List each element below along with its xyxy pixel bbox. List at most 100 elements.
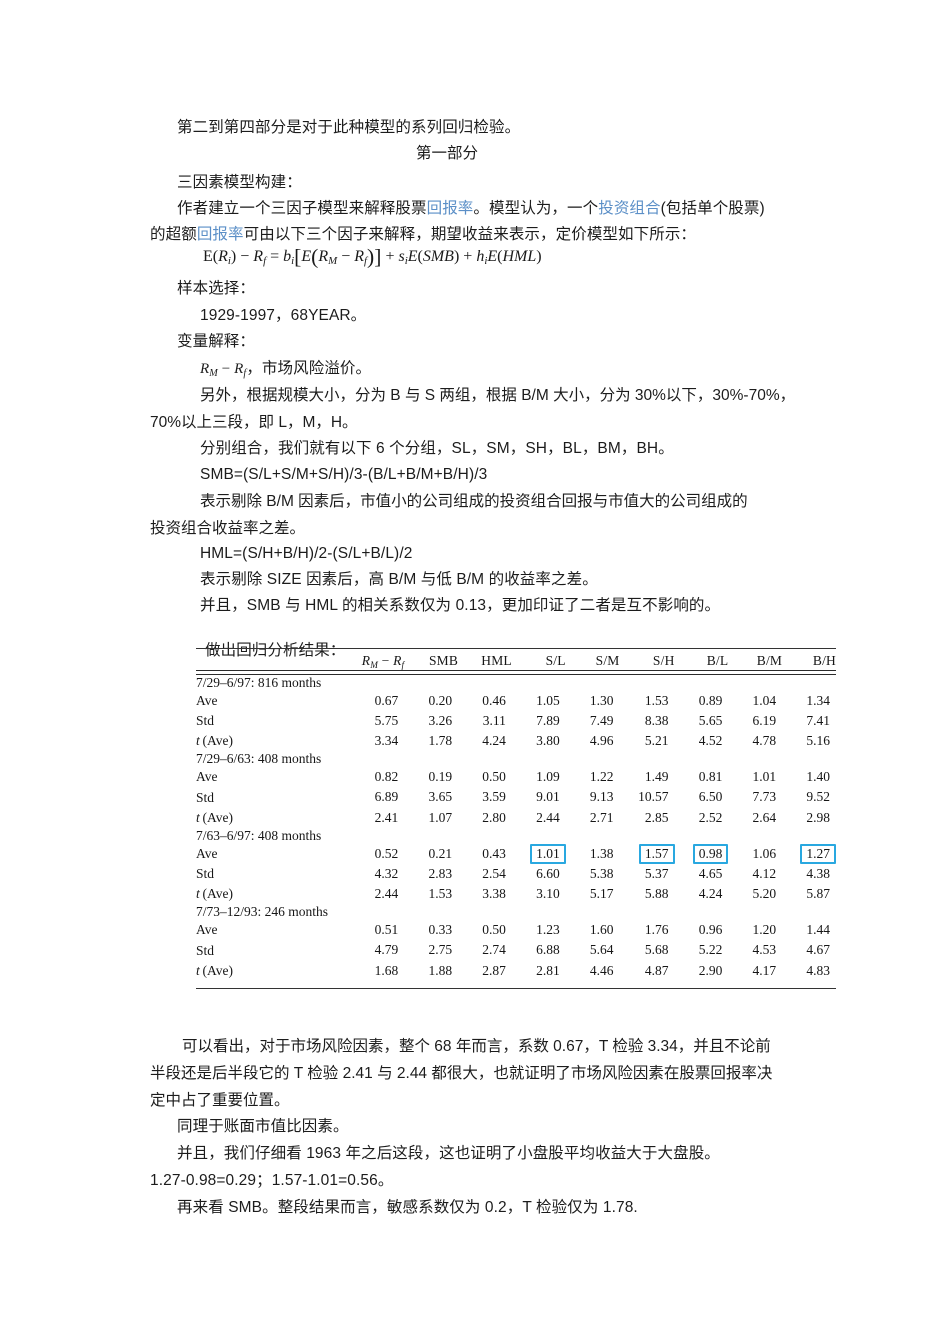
row-label: Ave [196,769,218,785]
cell-value: 4.12 [752,865,777,881]
row-label: Ave [196,922,218,938]
cell-value: 6.19 [752,712,777,728]
row-label: Ave [196,845,218,861]
cell-value: 2.54 [482,865,506,881]
smb-formula: SMB=(S/L+S/M+S/H)/3-(B/L+B/M+B/H)/3 [200,466,488,483]
table-cell-sm: 1.22 [566,767,620,787]
cell-value: 2.75 [428,942,453,958]
link-return-rate-1[interactable]: 回报率 [426,200,474,217]
table-group-header: 7/63–6/97: 408 months [196,828,836,844]
link-return-rate-2[interactable]: 回报率 [196,226,244,243]
cell-value: 5.87 [806,886,830,902]
paragraph-model-line1: 作者建立一个三因子模型来解释股票回报率。模型认为，一个投资组合(包括单个股票) [177,196,877,222]
cell-value: 2.44 [374,886,399,902]
conclusion-paragraph-5: 再来看 SMB。整段结果而言，敏感系数仅为 0.2，T 检验仅为 1.78. [177,1199,638,1216]
cell-value: 0.67 [374,692,399,708]
table-cell-bh: 1.44 [782,920,836,940]
table-cell-sl: 1.05 [512,691,566,711]
table-cell-rmrf: 2.41 [349,808,404,828]
cell-value: 0.50 [482,769,506,785]
cell-value: 7.89 [536,712,560,728]
model-text-c: (包括单个股票) [660,200,765,217]
table-cell-rmrf: 0.82 [349,767,404,787]
table-cell-smb: 1.07 [404,808,458,828]
table-cell-sm: 5.38 [566,864,620,884]
cell-value: 7.41 [806,712,830,728]
period-label: 7/29–6/63: 408 months [196,751,322,767]
cell-value: 3.65 [428,789,453,805]
cell-value: 3.26 [428,712,453,728]
table-header-blank [196,653,349,670]
table-cell-hml: 0.50 [458,767,512,787]
table-cell-rmrf: 1.68 [349,961,404,981]
table-cell-smb: 2.83 [404,864,458,884]
table-group-header: 7/73–12/93: 246 months [196,904,836,920]
cell-value: 4.67 [806,942,830,958]
cell-value: 5.22 [698,942,723,958]
cell-value: 9.13 [589,789,614,805]
table-header-row: RM − Rf SMB HML S/L S/M S/H B/L B/M B/H [196,653,836,670]
table-cell-rmrf: 0.51 [349,920,404,940]
table-cell-hml: 0.43 [458,844,512,864]
correlation-note: 并且，SMB 与 HML 的相关系数仅为 0.13，更加印证了二者是互不影响的。 [200,597,721,614]
cell-value: 0.46 [482,692,506,708]
cell-value: 2.83 [428,865,453,881]
cell-value: 2.71 [589,809,614,825]
table-header-rmrf: RM − Rf [361,653,405,670]
cell-value: 4.52 [698,733,723,749]
table-cell-bl: 6.50 [675,787,729,807]
cell-value: 1.68 [374,962,399,978]
table-cell-sm: 7.49 [566,711,620,731]
link-portfolio[interactable]: 投资组合 [598,200,661,217]
cell-value: 0.82 [374,769,399,785]
cell-value: 0.89 [698,692,723,708]
table-cell-sh: 8.38 [620,711,675,731]
table-cell-hml: 3.11 [458,711,512,731]
table-cell-sm: 1.30 [566,691,620,711]
table-cell-sm: 1.60 [566,920,620,940]
cell-value: 1.05 [536,692,560,708]
table-cell-sl: 2.44 [512,808,566,828]
cell-value: 1.06 [752,845,777,861]
cell-value: 4.17 [752,962,777,978]
table-row: Std 5.75 3.26 3.11 7.89 7.49 8.38 5.65 6.19 7.41 [196,711,836,731]
table-row: Ave 0.82 0.19 0.50 1.09 1.22 1.49 0.81 1.01 1.40 [196,767,836,787]
cell-value: 3.59 [482,789,506,805]
cell-value: 1.44 [806,922,830,938]
table-cell-bm: 5.20 [728,884,782,904]
table-header-bh: B/H [812,653,836,669]
cell-value: 0.81 [698,769,723,785]
cell-value: 1.01 [752,769,777,785]
cell-value: 4.24 [698,886,723,902]
pricing-model-formula: E(Ri) − Rf = bi[E(RM − Rf)] + siE(SMB) +… [203,245,542,270]
table-header-bm: B/M [756,653,783,669]
table-cell-bh: 2.98 [782,808,836,828]
table-cell-smb: 1.88 [404,961,458,981]
table-cell-sh: 5.21 [620,731,675,751]
conclusion-paragraph-1: 可以看出，对于市场风险因素，整个 68 年而言，系数 0.67，T 检验 3.3… [150,1038,773,1109]
table-cell-bl: 2.90 [675,961,729,981]
table-header-sh: S/H [652,653,675,669]
table-cell-hml: 0.46 [458,691,512,711]
cell-value: 3.10 [536,886,560,902]
table-cell-sl: 1.23 [512,920,566,940]
cell-value: 5.37 [644,865,669,881]
cell-value: 5.88 [644,886,669,902]
section-title: 第一部分 [415,145,478,162]
table-cell-sh: 5.68 [620,940,675,960]
cell-value: 5.17 [589,886,614,902]
table-cell-sh: 4.87 [620,961,675,981]
cell-value: 4.79 [374,942,399,958]
cell-value: 2.98 [806,809,830,825]
cell-value: 6.50 [698,789,723,805]
cell-value: 3.11 [482,712,506,728]
paragraph-model-line2: 的超额回报率可由以下三个因子来解释，期望收益来表示，定价模型如下所示： [150,222,880,248]
cell-value: 2.85 [644,809,669,825]
table-cell-rmrf: 3.34 [349,731,404,751]
cell-value: 4.53 [752,942,777,958]
cell-value: 5.38 [589,865,614,881]
cell-value: 1.30 [589,692,614,708]
table-cell-smb: 2.75 [404,940,458,960]
cell-value: 1.09 [536,769,560,785]
